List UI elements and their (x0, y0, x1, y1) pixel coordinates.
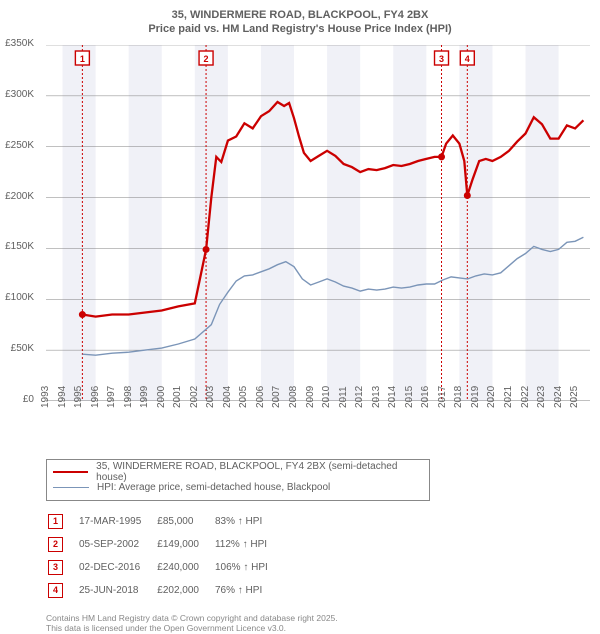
x-tick-label: 2022 (520, 386, 531, 408)
x-tick-label: 1994 (57, 386, 68, 408)
table-row: 3 02-DEC-2016£240,000106% ↑ HPI (48, 557, 282, 578)
svg-text:3: 3 (439, 54, 444, 64)
sale-price: £240,000 (157, 557, 213, 578)
y-tick-label: £150K (0, 241, 34, 252)
y-tick-label: £300K (0, 89, 34, 100)
sale-price: £149,000 (157, 534, 213, 555)
table-row: 2 05-SEP-2002£149,000112% ↑ HPI (48, 534, 282, 555)
x-tick-label: 1998 (123, 386, 134, 408)
sale-marker: 4 (48, 583, 63, 598)
x-tick-label: 2021 (503, 386, 514, 408)
y-tick-label: £350K (0, 38, 34, 49)
footer-line1: Contains HM Land Registry data © Crown c… (46, 613, 338, 623)
x-tick-label: 2008 (288, 386, 299, 408)
x-tick-label: 2024 (553, 386, 564, 408)
x-tick-label: 2012 (354, 386, 365, 408)
sale-marker: 1 (48, 514, 63, 529)
x-tick-label: 2020 (486, 386, 497, 408)
x-tick-label: 2001 (172, 386, 183, 408)
sale-price: £202,000 (157, 580, 213, 601)
x-tick-label: 2007 (271, 386, 282, 408)
x-tick-label: 2009 (305, 386, 316, 408)
svg-text:2: 2 (204, 54, 209, 64)
x-tick-label: 1995 (73, 386, 84, 408)
title-line2: Price paid vs. HM Land Registry's House … (148, 23, 451, 35)
chart-title: 35, WINDERMERE ROAD, BLACKPOOL, FY4 2BX … (10, 8, 590, 37)
x-tick-label: 2004 (222, 386, 233, 408)
x-tick-label: 2013 (371, 386, 382, 408)
legend-label-hpi: HPI: Average price, semi-detached house,… (97, 482, 330, 493)
x-tick-label: 2011 (338, 386, 349, 408)
sale-pct: 106% ↑ HPI (215, 557, 282, 578)
svg-text:1: 1 (80, 54, 85, 64)
sales-table: 1 17-MAR-1995£85,00083% ↑ HPI 2 05-SEP-2002… (46, 509, 284, 603)
x-tick-label: 2000 (156, 386, 167, 408)
y-tick-label: £0 (0, 394, 34, 405)
y-tick-label: £50K (0, 343, 34, 354)
x-tick-label: 2003 (205, 386, 216, 408)
sale-marker: 2 (48, 537, 63, 552)
legend-swatch-property (53, 471, 88, 473)
x-tick-label: 2015 (404, 386, 415, 408)
price-chart: 1 2 3 4 (46, 45, 590, 401)
x-tick-label: 2006 (255, 386, 266, 408)
x-tick-label: 2005 (238, 386, 249, 408)
y-tick-label: £250K (0, 140, 34, 151)
sale-date: 02-DEC-2016 (79, 557, 155, 578)
x-tick-label: 1997 (106, 386, 117, 408)
sale-date: 25-JUN-2018 (79, 580, 155, 601)
x-tick-label: 2002 (189, 386, 200, 408)
y-tick-label: £200K (0, 191, 34, 202)
sale-price: £85,000 (157, 511, 213, 532)
x-tick-label: 2010 (321, 386, 332, 408)
footer: Contains HM Land Registry data © Crown c… (46, 613, 590, 634)
x-tick-label: 2023 (536, 386, 547, 408)
sale-pct: 112% ↑ HPI (215, 534, 282, 555)
footer-line2: This data is licensed under the Open Gov… (46, 623, 286, 633)
x-tick-label: 2016 (420, 386, 431, 408)
x-tick-label: 2014 (387, 386, 398, 408)
x-tick-label: 1996 (90, 386, 101, 408)
table-row: 4 25-JUN-2018£202,00076% ↑ HPI (48, 580, 282, 601)
sale-date: 05-SEP-2002 (79, 534, 155, 555)
x-tick-label: 1999 (139, 386, 150, 408)
y-tick-label: £100K (0, 292, 34, 303)
x-tick-label: 2025 (569, 386, 580, 408)
sale-marker: 3 (48, 560, 63, 575)
x-tick-label: 1993 (40, 386, 51, 408)
title-line1: 35, WINDERMERE ROAD, BLACKPOOL, FY4 2BX (172, 9, 429, 21)
svg-text:4: 4 (465, 54, 470, 64)
x-tick-label: 2017 (437, 386, 448, 408)
x-tick-label: 2018 (453, 386, 464, 408)
table-row: 1 17-MAR-1995£85,00083% ↑ HPI (48, 511, 282, 532)
sale-pct: 76% ↑ HPI (215, 580, 282, 601)
legend: 35, WINDERMERE ROAD, BLACKPOOL, FY4 2BX … (46, 459, 430, 501)
sale-date: 17-MAR-1995 (79, 511, 155, 532)
x-tick-label: 2019 (470, 386, 481, 408)
legend-swatch-hpi (53, 487, 89, 488)
legend-label-property: 35, WINDERMERE ROAD, BLACKPOOL, FY4 2BX … (96, 461, 423, 483)
x-axis-labels: 1993 1994 1995 1996 1997 1998 1999 2000 2001 2002… (36, 376, 580, 428)
sale-pct: 83% ↑ HPI (215, 511, 282, 532)
